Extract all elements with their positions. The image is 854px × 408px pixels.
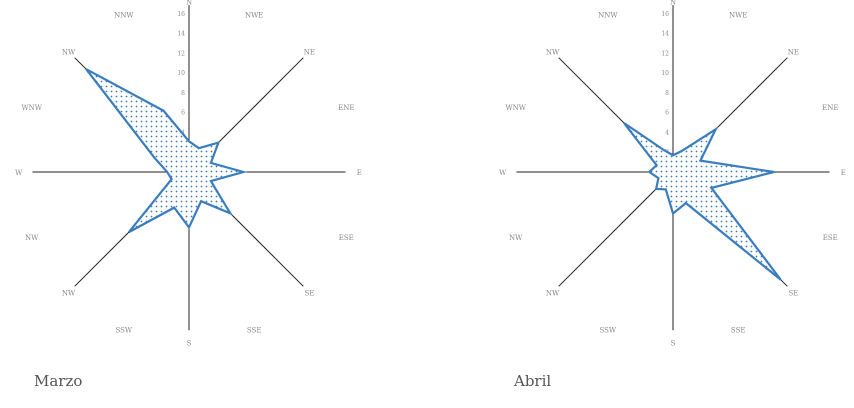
direction-label: W xyxy=(499,169,507,177)
direction-label: NNW xyxy=(114,12,134,20)
direction-label: ENE xyxy=(822,104,838,112)
direction-label: NW xyxy=(546,289,560,297)
radial-tick-label: 12 xyxy=(661,50,669,57)
radial-tick-label: 8 xyxy=(665,90,669,97)
radial-tick-label: 6 xyxy=(665,110,669,117)
direction-label: SSE xyxy=(731,326,746,334)
radial-tick-label: 10 xyxy=(661,70,669,77)
radial-tick-label: 14 xyxy=(177,31,185,38)
direction-label: NWE xyxy=(245,12,263,20)
radial-tick-label: 12 xyxy=(177,50,185,57)
radial-tick-label: 8 xyxy=(181,90,185,97)
direction-label: E xyxy=(841,169,846,177)
direction-label: SSE xyxy=(247,326,262,334)
direction-label: NE xyxy=(304,49,315,57)
direction-label: ESE xyxy=(339,234,354,242)
direction-label: E xyxy=(357,169,362,177)
direction-label: S xyxy=(671,339,676,347)
radial-tick-label: 14 xyxy=(661,31,669,38)
direction-label: WNW xyxy=(21,104,42,112)
series-polygon xyxy=(623,122,782,281)
radial-tick-label: 4 xyxy=(665,129,669,136)
direction-label: NE xyxy=(788,49,799,57)
series-polygon xyxy=(85,68,248,234)
radar-chart-0: 246810121416NNWENEENEEESESESSESSSWNWNWWW… xyxy=(15,0,362,347)
direction-label: ENE xyxy=(338,104,354,112)
direction-label: W xyxy=(15,169,23,177)
chart-caption-marzo: Marzo xyxy=(34,372,83,390)
direction-label: SE xyxy=(304,289,314,297)
chart-caption-abril: Abril xyxy=(514,372,552,390)
direction-label: NW xyxy=(62,289,76,297)
radial-tick-label: 10 xyxy=(177,70,185,77)
direction-label: NW xyxy=(25,234,39,242)
direction-label: SSW xyxy=(115,326,132,334)
direction-label: ESE xyxy=(823,234,838,242)
radar-axis xyxy=(558,171,674,287)
radial-tick-label: 16 xyxy=(661,11,669,18)
direction-label: S xyxy=(187,339,192,347)
direction-label: NW xyxy=(546,49,560,57)
radial-tick-label: 16 xyxy=(177,11,185,18)
direction-label: NWE xyxy=(729,12,747,20)
direction-label: NW xyxy=(62,49,76,57)
direction-label: NW xyxy=(509,234,523,242)
radial-tick-label: 6 xyxy=(181,110,185,117)
radar-chart-1: 246810121416NNWENEENEEESESESSESSSWNWNWWW… xyxy=(499,0,846,347)
direction-label: SSW xyxy=(599,326,616,334)
direction-label: N xyxy=(670,0,676,7)
direction-label: N xyxy=(186,0,192,7)
direction-label: NNW xyxy=(598,12,618,20)
direction-label: WNW xyxy=(505,104,526,112)
direction-label: SE xyxy=(788,289,798,297)
